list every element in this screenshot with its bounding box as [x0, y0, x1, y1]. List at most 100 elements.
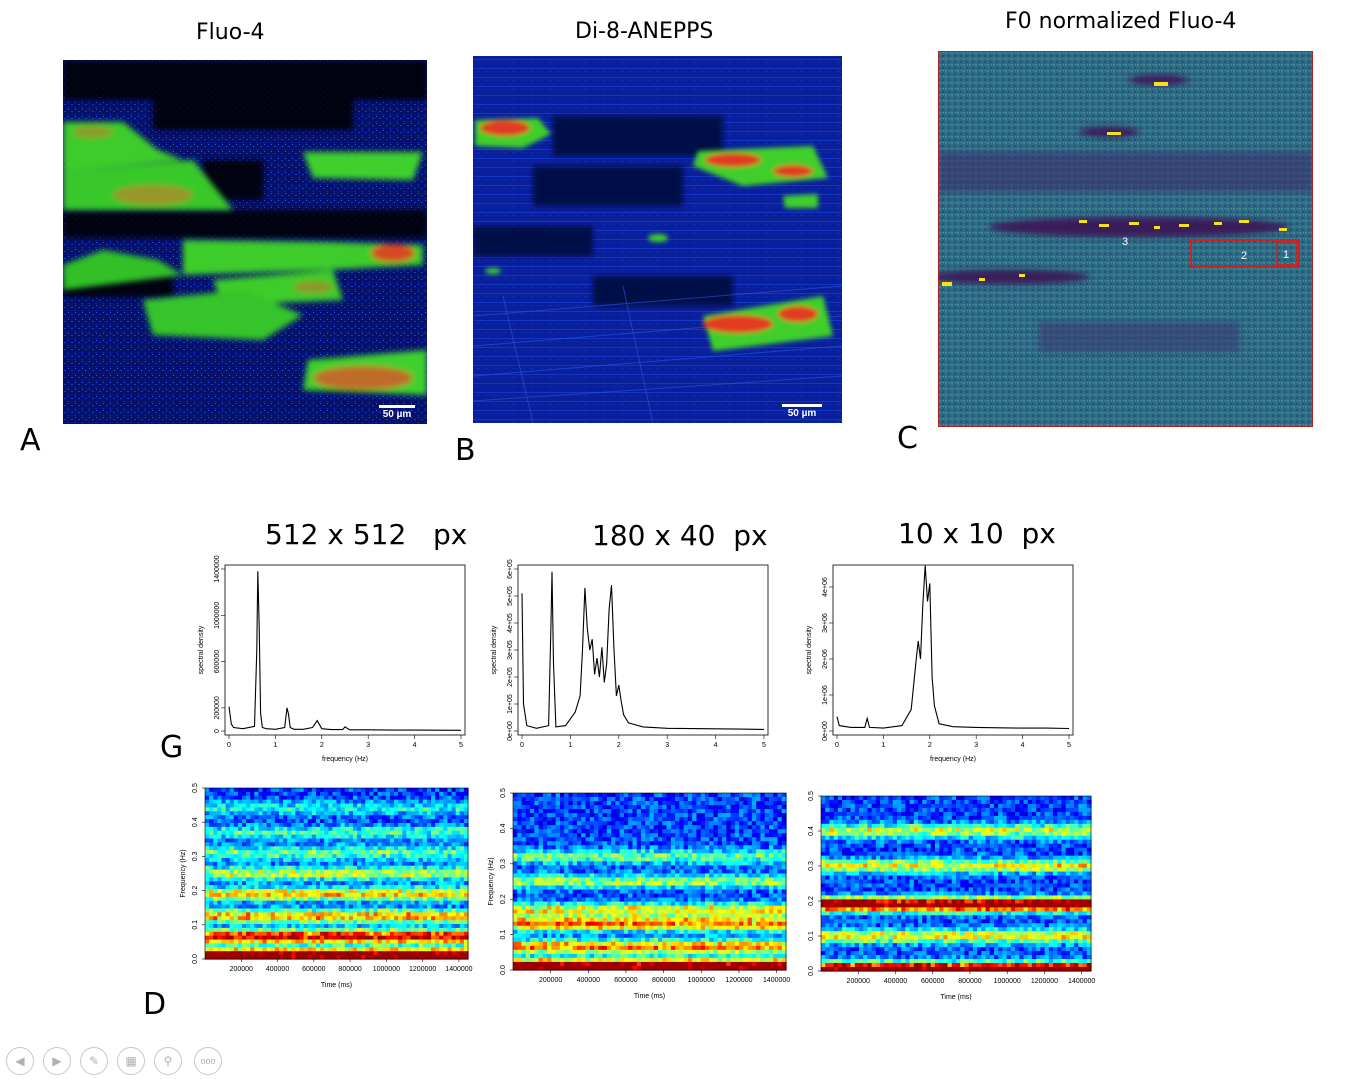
y-tick-label: 0.5	[192, 783, 199, 793]
panel-b-title: Di-8-ANEPPS	[575, 19, 714, 44]
y-tick-label: 0.0	[500, 965, 507, 975]
y-tick-label: 600000	[214, 650, 221, 673]
x-tick-label: 4	[1021, 742, 1025, 749]
spectrogram-180: 200000 400000 600000 800000 1000000 1200000 14…	[474, 781, 794, 1006]
y-tick-label: 0.1	[192, 920, 199, 930]
x-tick-label: 1200000	[1031, 978, 1058, 985]
x-tick-label: 400000	[266, 966, 289, 973]
scale-bar-a: 50 µm	[377, 405, 417, 420]
x-tick-label: 600000	[302, 966, 325, 973]
x-tick-label: 200000	[847, 978, 870, 985]
x-tick-label: 1400000	[763, 977, 790, 984]
y-tick-label: 1e+06	[822, 685, 829, 705]
x-tick-label: 2	[928, 742, 932, 749]
row-g-letter: G	[160, 730, 184, 765]
resolution-unit-10: px	[1021, 517, 1056, 550]
pen-icon[interactable]: ✎	[80, 1047, 108, 1075]
plot-frame	[832, 564, 1074, 736]
x-tick-label: 200000	[230, 966, 253, 973]
x-tick-label: 2	[617, 742, 621, 749]
y-tick-label: 0	[214, 729, 221, 733]
y-tick-label: 0.3	[192, 851, 199, 861]
scale-bar-b-label: 50 µm	[787, 408, 817, 419]
roi-label-2: 2	[1241, 250, 1247, 262]
x-tick-label: 400000	[577, 977, 600, 984]
spectrogram-cells	[821, 796, 1092, 972]
y-tick-label: 0.1	[500, 930, 507, 940]
y-tick-label: 0.4	[500, 823, 507, 833]
scale-bar-b: 50 µm	[780, 404, 824, 419]
y-axis-label: spectral density	[198, 625, 205, 674]
spectrogram-cells	[205, 788, 469, 960]
plot-frame	[820, 795, 1092, 972]
spectrum-line	[228, 571, 462, 731]
x-tick-label: 1	[881, 742, 885, 749]
y-tick-label: 0.1	[808, 931, 815, 941]
spectral-plot-180: 0 1 2 3 4 5 0e+00 1e+05 2e+05 3e+05 4e+05 5e+05 6e+0…	[478, 555, 778, 770]
resolution-label-180: 180 x 40 px	[592, 519, 768, 552]
spectrogram-cells	[513, 793, 787, 971]
x-tick-label: 2	[320, 742, 324, 749]
y-tick-label: 4e+05	[507, 613, 514, 633]
prev-icon[interactable]: ◀	[6, 1047, 34, 1075]
y-axis-label: Frequency (Hz)	[180, 849, 187, 897]
x-axis-label: frequency (Hz)	[930, 756, 976, 763]
x-tick-label: 3	[974, 742, 978, 749]
di8-anepps-image: 50 µm	[473, 56, 842, 423]
resolution-size-512: 512 x 512	[265, 518, 407, 551]
y-tick-label: 3e+05	[507, 640, 514, 660]
more-icon[interactable]: ooo	[194, 1047, 222, 1075]
y-tick-label: 0.2	[500, 894, 507, 904]
x-tick-label: 5	[762, 742, 766, 749]
panel-a-title: Fluo-4	[196, 20, 265, 45]
x-tick-label: 1	[568, 742, 572, 749]
x-tick-label: 3	[665, 742, 669, 749]
x-tick-label: 1000000	[994, 978, 1021, 985]
x-tick-label: 1400000	[445, 966, 472, 973]
y-axis-label: Frequency (Hz)	[488, 857, 495, 905]
slides-icon[interactable]: ▦	[117, 1047, 145, 1075]
spectrum-line	[836, 565, 1070, 730]
y-tick-label: 0.0	[808, 966, 815, 976]
roi-label-3: 3	[1122, 236, 1128, 248]
zoom-icon[interactable]: ⚲	[154, 1047, 182, 1075]
spectrum-line	[521, 571, 765, 730]
y-tick-label: 0.5	[808, 791, 815, 801]
y-tick-label: 2e+05	[507, 667, 514, 687]
roi-label-1: 1	[1283, 249, 1289, 261]
x-tick-label: 600000	[921, 978, 944, 985]
y-tick-label: 0.4	[192, 817, 199, 827]
x-tick-label: 400000	[884, 978, 907, 985]
panel-c-title: F0 normalized Fluo-4	[1005, 9, 1237, 34]
x-axis-label: Time (ms)	[634, 993, 665, 1000]
resolution-unit-512: px	[432, 518, 468, 551]
y-tick-label: 0e+00	[507, 721, 514, 741]
y-tick-label: 200000	[214, 696, 221, 719]
x-axis-label: Time (ms)	[321, 982, 352, 989]
x-tick-label: 600000	[614, 977, 637, 984]
y-tick-label: 0.3	[808, 861, 815, 871]
y-tick-label: 0.2	[808, 896, 815, 906]
spectrogram-512: 200000 400000 600000 800000 1000000 1200000 14…	[168, 778, 478, 998]
y-tick-label: 6e+05	[507, 559, 514, 579]
plot-frame	[512, 792, 787, 971]
y-tick-label: 5e+05	[507, 586, 514, 606]
y-tick-label: 0.3	[500, 859, 507, 869]
fluo4-image: 50 µm	[63, 60, 427, 424]
y-tick-label: 0.0	[192, 954, 199, 964]
x-tick-label: 1000000	[373, 966, 400, 973]
plot-frame	[517, 564, 769, 736]
x-tick-label: 4	[413, 742, 417, 749]
x-tick-label: 0	[835, 742, 839, 749]
x-tick-label: 200000	[539, 977, 562, 984]
resolution-size-180: 180 x 40	[592, 519, 716, 552]
x-tick-label: 5	[459, 742, 463, 749]
y-tick-label: 0.2	[192, 886, 199, 896]
x-tick-label: 5	[1067, 742, 1071, 749]
panel-b-letter: B	[455, 433, 476, 468]
resolution-label-10: 10 x 10 px	[898, 517, 1056, 550]
x-tick-label: 800000	[338, 966, 361, 973]
x-tick-label: 1200000	[409, 966, 436, 973]
next-icon[interactable]: ▶	[43, 1047, 71, 1075]
y-tick-label: 4e+06	[822, 577, 829, 597]
